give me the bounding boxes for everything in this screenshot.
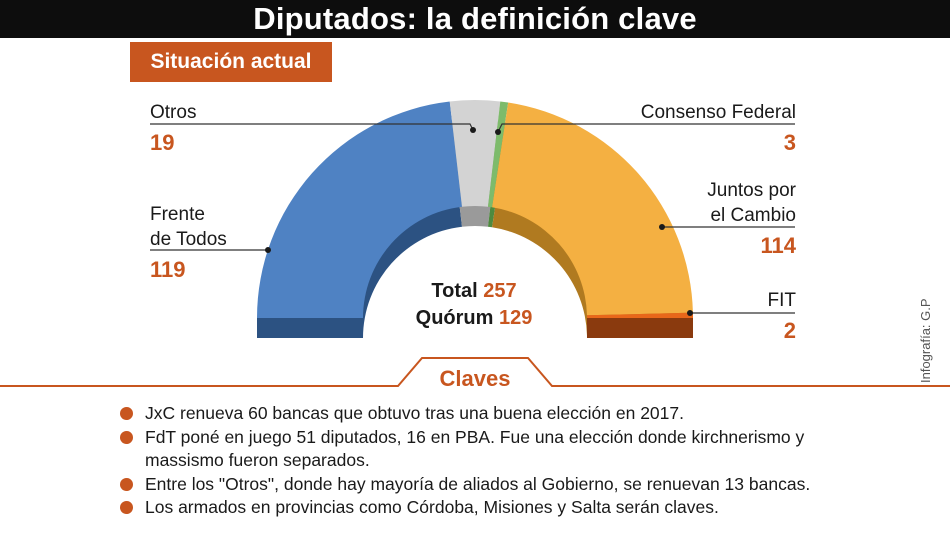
leader-dots [265,127,693,316]
label-juntos-line2: el Cambio [710,205,796,226]
claves-list: JxC renueva 60 bancas que obtuvo tras un… [120,402,840,520]
leader-dot-juntos [659,224,665,230]
label-frente-line1: Frente [150,204,205,225]
base-right [587,318,693,338]
quorum-value: 129 [498,307,533,329]
list-item-text: JxC renueva 60 bancas que obtuvo tras un… [145,403,684,423]
bullet-icon [120,501,133,514]
section-label: Situación actual [130,42,332,82]
base-left [257,318,363,338]
label-fit: FIT [767,290,797,311]
hemicycle-svg [150,100,795,338]
page-title: Diputados: la definición clave [0,0,950,38]
leader-dot-consenso [495,129,501,135]
list-item-text: Entre los "Otros", donde hay mayoría de … [145,473,811,494]
quorum-label: Quórum [415,307,494,329]
value-otros: 19 [150,130,175,155]
slice-fit [586,312,693,318]
list-item-text: FdT poné en juego 51 diputados, 16 en PB… [145,426,805,471]
value-fit: 2 [783,318,796,343]
value-juntos: 114 [760,233,797,258]
list-item: JxC renueva 60 bancas que obtuvo tras un… [120,402,840,426]
total-value: 257 [483,280,517,302]
slice-layer [257,100,693,318]
slice-consenso-federal [487,101,509,208]
slice-otros [449,100,501,207]
list-item-text: Los armados en provincias como Córdoba, … [145,497,719,517]
leader-dot-fit [687,310,693,316]
hemicycle-chart: Otros 19 Consenso Federal 3 Frente de To… [0,80,950,360]
leader-dot-otros [470,127,476,133]
leader-dot-frente [265,247,271,253]
bullet-icon [120,407,133,420]
label-otros: Otros [150,102,197,123]
total-label: Total [431,280,478,302]
slice-juntos-por-el-cambio [492,102,693,316]
list-item: Los armados en provincias como Córdoba, … [120,496,840,520]
list-item: Entre los "Otros", donde hay mayoría de … [120,473,840,497]
bullet-icon [120,430,133,444]
bullet-icon [120,477,133,491]
claves-title: Claves [439,366,511,391]
slice-frente-de-todos [257,101,463,318]
label-frente: Frente de Todos [150,202,227,252]
claves-divider [0,357,950,387]
label-frente-line2: de Todos [150,229,227,250]
value-frente: 119 [150,257,186,282]
label-consenso: Consenso Federal [640,102,796,123]
total-block: Total 257 Quórum 129 [384,278,564,332]
label-juntos-line1: Juntos por [707,180,796,201]
list-item: FdT poné en juego 51 diputados, 16 en PB… [120,426,840,473]
value-consenso: 3 [783,130,796,155]
label-juntos: Juntos por el Cambio [707,178,796,228]
